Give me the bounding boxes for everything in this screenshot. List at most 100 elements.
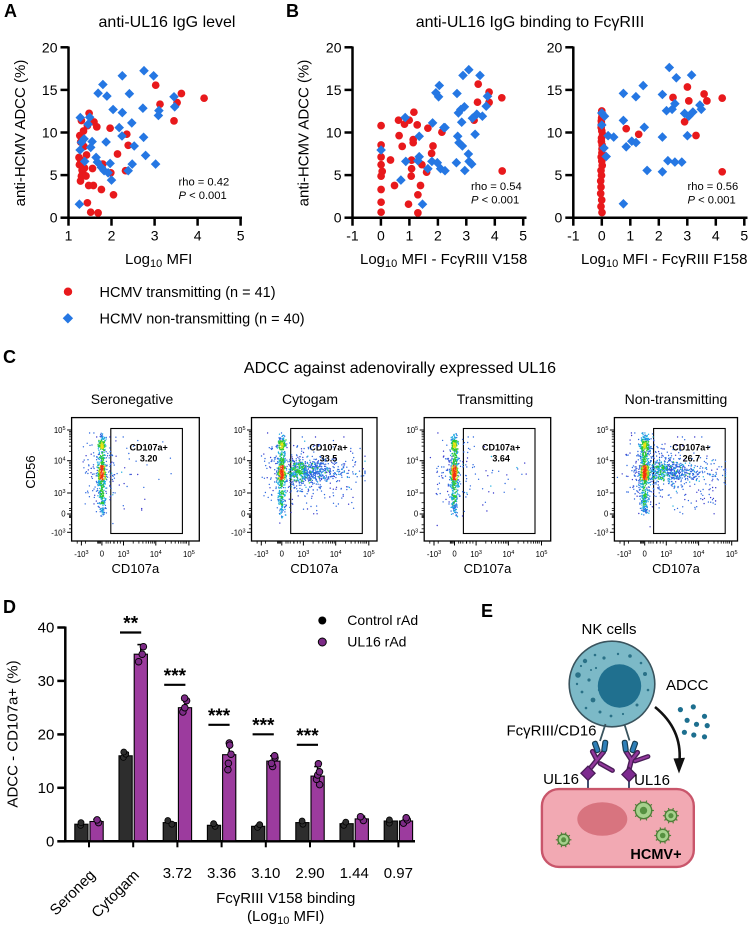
svg-text:0: 0: [604, 510, 609, 519]
svg-text:105: 105: [726, 550, 738, 559]
svg-text:105: 105: [234, 426, 246, 435]
svg-text:2: 2: [655, 228, 663, 244]
svg-text:-1: -1: [346, 228, 359, 244]
svg-text:105: 105: [363, 550, 375, 559]
svg-text:3: 3: [462, 228, 470, 244]
svg-text:105: 105: [406, 426, 418, 435]
svg-text:anti-HCMV ADCC (%): anti-HCMV ADCC (%): [12, 60, 29, 207]
svg-text:20: 20: [326, 39, 342, 55]
svg-text:-103: -103: [51, 528, 65, 537]
svg-text:3.64: 3.64: [492, 454, 510, 464]
svg-text:3.20: 3.20: [140, 454, 158, 464]
svg-text:20: 20: [42, 39, 58, 55]
svg-text:15: 15: [547, 82, 563, 98]
svg-text:Seronegative: Seronegative: [91, 391, 174, 407]
svg-text:CD107a: CD107a: [464, 561, 512, 576]
svg-text:ADCC: ADCC: [666, 677, 709, 694]
svg-text:-103: -103: [74, 550, 88, 559]
svg-text:rho = 0.56: rho = 0.56: [688, 181, 739, 193]
svg-text:3.72: 3.72: [163, 865, 192, 882]
svg-text:103: 103: [298, 550, 310, 559]
svg-text:105: 105: [54, 426, 66, 435]
svg-text:20: 20: [38, 726, 55, 743]
svg-text:C: C: [3, 347, 16, 367]
svg-text:104: 104: [503, 550, 515, 559]
svg-text:103: 103: [660, 550, 672, 559]
svg-text:CD107a: CD107a: [652, 561, 700, 576]
svg-text:10: 10: [547, 125, 563, 141]
svg-text:0: 0: [241, 510, 246, 519]
svg-text:33.5: 33.5: [320, 454, 338, 464]
svg-text:HCMV transmitting (n = 41): HCMV transmitting (n = 41): [100, 285, 276, 301]
svg-text:anti-UL16 IgG level: anti-UL16 IgG level: [99, 14, 236, 31]
svg-text:FcγRIII V158 binding: FcγRIII V158 binding: [216, 890, 355, 907]
svg-text:-103: -103: [594, 528, 608, 537]
svg-text:4: 4: [491, 228, 499, 244]
svg-text:rho = 0.42: rho = 0.42: [179, 177, 230, 189]
svg-text:CD107a+: CD107a+: [482, 443, 520, 453]
svg-text:ADCC against adenovirally expr: ADCC against adenovirally expressed UL16: [244, 360, 556, 377]
svg-text:5: 5: [334, 167, 342, 183]
svg-text:A: A: [4, 1, 17, 21]
svg-text:Log10 MFI: Log10 MFI: [125, 251, 192, 270]
svg-text:1: 1: [65, 228, 73, 244]
svg-text:0: 0: [598, 228, 606, 244]
svg-text:0: 0: [61, 510, 66, 519]
svg-text:103: 103: [54, 489, 66, 498]
svg-text:CD107a: CD107a: [112, 561, 160, 576]
svg-text:3.36: 3.36: [207, 865, 236, 882]
svg-text:2: 2: [434, 228, 442, 244]
svg-text:5: 5: [519, 228, 527, 244]
svg-text:Cytogam: Cytogam: [282, 391, 338, 407]
svg-text:UL16: UL16: [634, 772, 670, 789]
svg-text:0: 0: [100, 550, 105, 559]
svg-text:E: E: [481, 601, 493, 621]
svg-text:B: B: [286, 1, 299, 21]
svg-text:-103: -103: [404, 528, 418, 537]
svg-text:1: 1: [406, 228, 414, 244]
svg-text:Log10 MFI - FcγRIII F158: Log10 MFI - FcγRIII F158: [581, 251, 747, 270]
svg-text:P < 0.001: P < 0.001: [471, 195, 519, 207]
svg-text:104: 104: [54, 457, 66, 466]
svg-text:***: ***: [252, 716, 275, 737]
svg-text:4: 4: [712, 228, 720, 244]
svg-text:2: 2: [108, 228, 116, 244]
svg-text:0: 0: [643, 550, 648, 559]
svg-text:104: 104: [597, 457, 609, 466]
svg-text:104: 104: [406, 457, 418, 466]
svg-text:P < 0.001: P < 0.001: [179, 190, 227, 202]
svg-text:104: 104: [234, 457, 246, 466]
svg-text:103: 103: [470, 550, 482, 559]
svg-text:4: 4: [194, 228, 202, 244]
svg-text:rho = 0.54: rho = 0.54: [471, 181, 522, 193]
svg-text:P < 0.001: P < 0.001: [688, 195, 736, 207]
svg-text:UL16 rAd: UL16 rAd: [347, 634, 406, 650]
svg-text:103: 103: [406, 489, 418, 498]
svg-text:105: 105: [183, 550, 195, 559]
svg-text:Cytogam: Cytogam: [88, 867, 142, 921]
svg-text:(Log10 MFI): (Log10 MFI): [247, 908, 324, 926]
svg-text:***: ***: [208, 706, 231, 727]
svg-text:30: 30: [38, 673, 55, 690]
svg-text:0: 0: [50, 210, 58, 226]
svg-text:103: 103: [597, 489, 609, 498]
svg-text:Non-transmitting: Non-transmitting: [625, 391, 728, 407]
svg-text:0.97: 0.97: [384, 865, 413, 882]
svg-text:-103: -103: [427, 550, 441, 559]
svg-text:1: 1: [626, 228, 634, 244]
svg-text:CD107a: CD107a: [290, 561, 338, 576]
svg-text:0: 0: [555, 210, 563, 226]
svg-text:Transmitting: Transmitting: [457, 391, 534, 407]
svg-text:CD56: CD56: [23, 455, 38, 488]
svg-text:***: ***: [296, 726, 319, 747]
svg-text:5: 5: [50, 167, 58, 183]
svg-text:1.44: 1.44: [340, 865, 369, 882]
svg-text:0: 0: [334, 210, 342, 226]
svg-text:5: 5: [740, 228, 748, 244]
svg-text:***: ***: [164, 666, 187, 687]
svg-text:D: D: [3, 597, 16, 617]
svg-text:0: 0: [414, 510, 419, 519]
svg-text:104: 104: [693, 550, 705, 559]
svg-text:104: 104: [330, 550, 342, 559]
svg-text:5: 5: [237, 228, 245, 244]
